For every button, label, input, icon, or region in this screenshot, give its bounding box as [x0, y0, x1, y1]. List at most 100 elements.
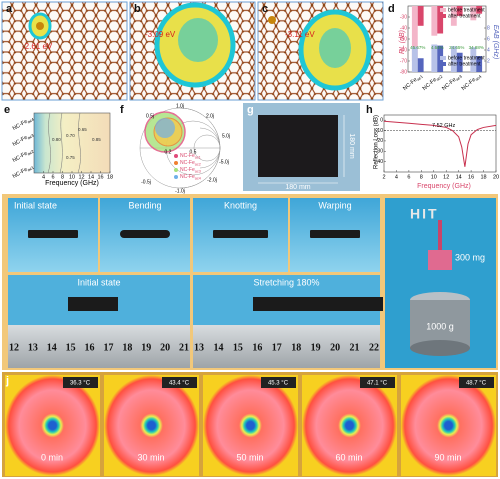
photo-caption: Initial state	[14, 200, 57, 210]
panel-label: c	[262, 3, 268, 15]
label-sub: ac2	[27, 148, 36, 156]
temperature: 48.7 °C	[466, 381, 487, 387]
y-tick-label: -40	[376, 159, 383, 165]
y-tick-label: NC-Feac4	[12, 115, 35, 132]
sample	[68, 297, 118, 311]
x-tick-label: 10	[69, 174, 75, 180]
x-tick-label: 20	[493, 174, 499, 180]
panel-c: c -3.11 eV	[257, 1, 384, 101]
ruler-number: 21	[350, 342, 360, 353]
panel-j: 36.3 °C 0 min 43.4 °C 30 min 45.3 °C 50 min 47…	[2, 372, 498, 477]
temp-box	[261, 377, 296, 388]
ruler-number: 16	[252, 342, 262, 353]
time-label: 30 min	[137, 452, 164, 462]
energy-label: -2.61 eV	[22, 42, 53, 51]
eab-bar	[470, 47, 477, 72]
panel-label: g	[247, 104, 254, 116]
smith-tick: 0.5j	[146, 113, 154, 119]
ruler-number: 14	[47, 342, 57, 353]
panel-label: j	[5, 375, 9, 387]
temperature: 45.3 °C	[268, 381, 289, 387]
dimension-label: 180 mm	[285, 184, 310, 191]
panel-label: b	[134, 3, 141, 15]
logo: HIT	[410, 206, 439, 222]
panel-label: h	[366, 104, 373, 116]
label-sub: ac2	[195, 162, 201, 166]
label-sub: ac4	[27, 116, 36, 124]
y-label: Reflection Loss (dB)	[374, 115, 380, 169]
legend-entry: after treatment	[448, 61, 481, 67]
y-tick-label: NC-Feac3	[12, 131, 35, 148]
y-tick-label: -60	[400, 47, 407, 53]
eab-bar	[411, 46, 418, 72]
label-base: NC-Fe	[180, 160, 195, 166]
y-tick-label: -80	[400, 69, 407, 75]
contour-label: 0.85	[92, 137, 101, 142]
ruler	[193, 325, 380, 368]
panel-label: e	[4, 104, 10, 116]
photo-caption: Bending	[128, 200, 161, 210]
ruler-number: 16	[85, 342, 95, 353]
ruler-number: 18	[122, 342, 132, 353]
sample	[120, 230, 170, 238]
mass-label: 300 mg	[455, 252, 485, 262]
x-tick-label: 4	[395, 174, 398, 180]
legend-entry: NC-Feac1	[180, 153, 201, 159]
y2-tick-label: 4	[487, 47, 490, 53]
plot-frame	[383, 114, 497, 173]
dimension-label: 180 mm	[348, 133, 355, 158]
temperature: 43.4 °C	[169, 381, 190, 387]
legend-swatch	[440, 56, 446, 60]
x-tick-label: 14	[88, 174, 94, 180]
thermal-image	[401, 375, 496, 476]
photo-caption: Stretching 180%	[253, 277, 319, 287]
y2-tick-label: 6	[487, 36, 490, 42]
smith-tick: -0.5j	[141, 179, 151, 185]
ruler-number: 20	[160, 342, 170, 353]
sample	[310, 230, 360, 238]
ruler-number: 22	[369, 342, 379, 353]
eab-bar	[476, 56, 483, 72]
x-tick-label: NC-Feac4	[461, 73, 483, 93]
panel-d: d RL (dB) EAB (GHz) -30-40-50-60-70-8024…	[388, 3, 499, 93]
panel-i: i HIT 300 mg 1000 g Initial stateBending…	[2, 194, 498, 370]
label-sub: ac4	[474, 73, 483, 82]
label-sub: ac2	[435, 73, 444, 82]
ruler	[8, 325, 190, 368]
x-tick-label: 12	[443, 174, 449, 180]
x-tick-label: 16	[468, 174, 474, 180]
y2-label: EAB (GHz)	[492, 25, 499, 60]
ruler-number: 12	[9, 342, 19, 353]
absorber-sample	[258, 115, 338, 177]
legend-entry: NC-Feac3	[180, 167, 201, 173]
sample	[213, 230, 268, 238]
panel-e: e Frequency (GHz) NC-Feac4NC-Feac3NC-Fea…	[4, 104, 113, 187]
smith-tick: 2.0j	[206, 113, 214, 119]
legend-swatch	[440, 8, 446, 12]
panel-f: f 1.0j 0.5j 2.0j 5.0j 0.2 0.5 -0.5j -5.0j -2.0j -…	[120, 103, 230, 194]
x-label: Frequency (GHz)	[417, 183, 471, 190]
x-label: Frequency (GHz)	[45, 180, 99, 187]
photo-caption: Initial state	[77, 277, 120, 287]
temp-box	[63, 377, 98, 388]
smith-tick: -2.0j	[207, 177, 217, 183]
temperature: 47.1 °C	[367, 381, 388, 387]
legend-swatch	[174, 161, 178, 165]
smith-tick: 0.5	[190, 149, 197, 155]
eab-bar	[450, 46, 457, 72]
ruler-number: 14	[213, 342, 223, 353]
rl-bar	[431, 6, 438, 36]
label-base: NC-Fe	[180, 167, 195, 173]
ruler-number: 13	[28, 342, 38, 353]
ruler-number: 21	[179, 342, 189, 353]
temp-box	[360, 377, 395, 388]
y-tick-label: -50	[400, 36, 407, 42]
eab-bar	[456, 52, 463, 72]
energy-label: -3.09 eV	[145, 30, 176, 39]
thermal-image	[5, 375, 100, 476]
eab-bar	[431, 44, 438, 72]
legend-entry: after treatment	[448, 13, 481, 19]
label-sub: ac3	[455, 73, 464, 82]
y-tick-label: NC-Feac2	[12, 147, 35, 164]
